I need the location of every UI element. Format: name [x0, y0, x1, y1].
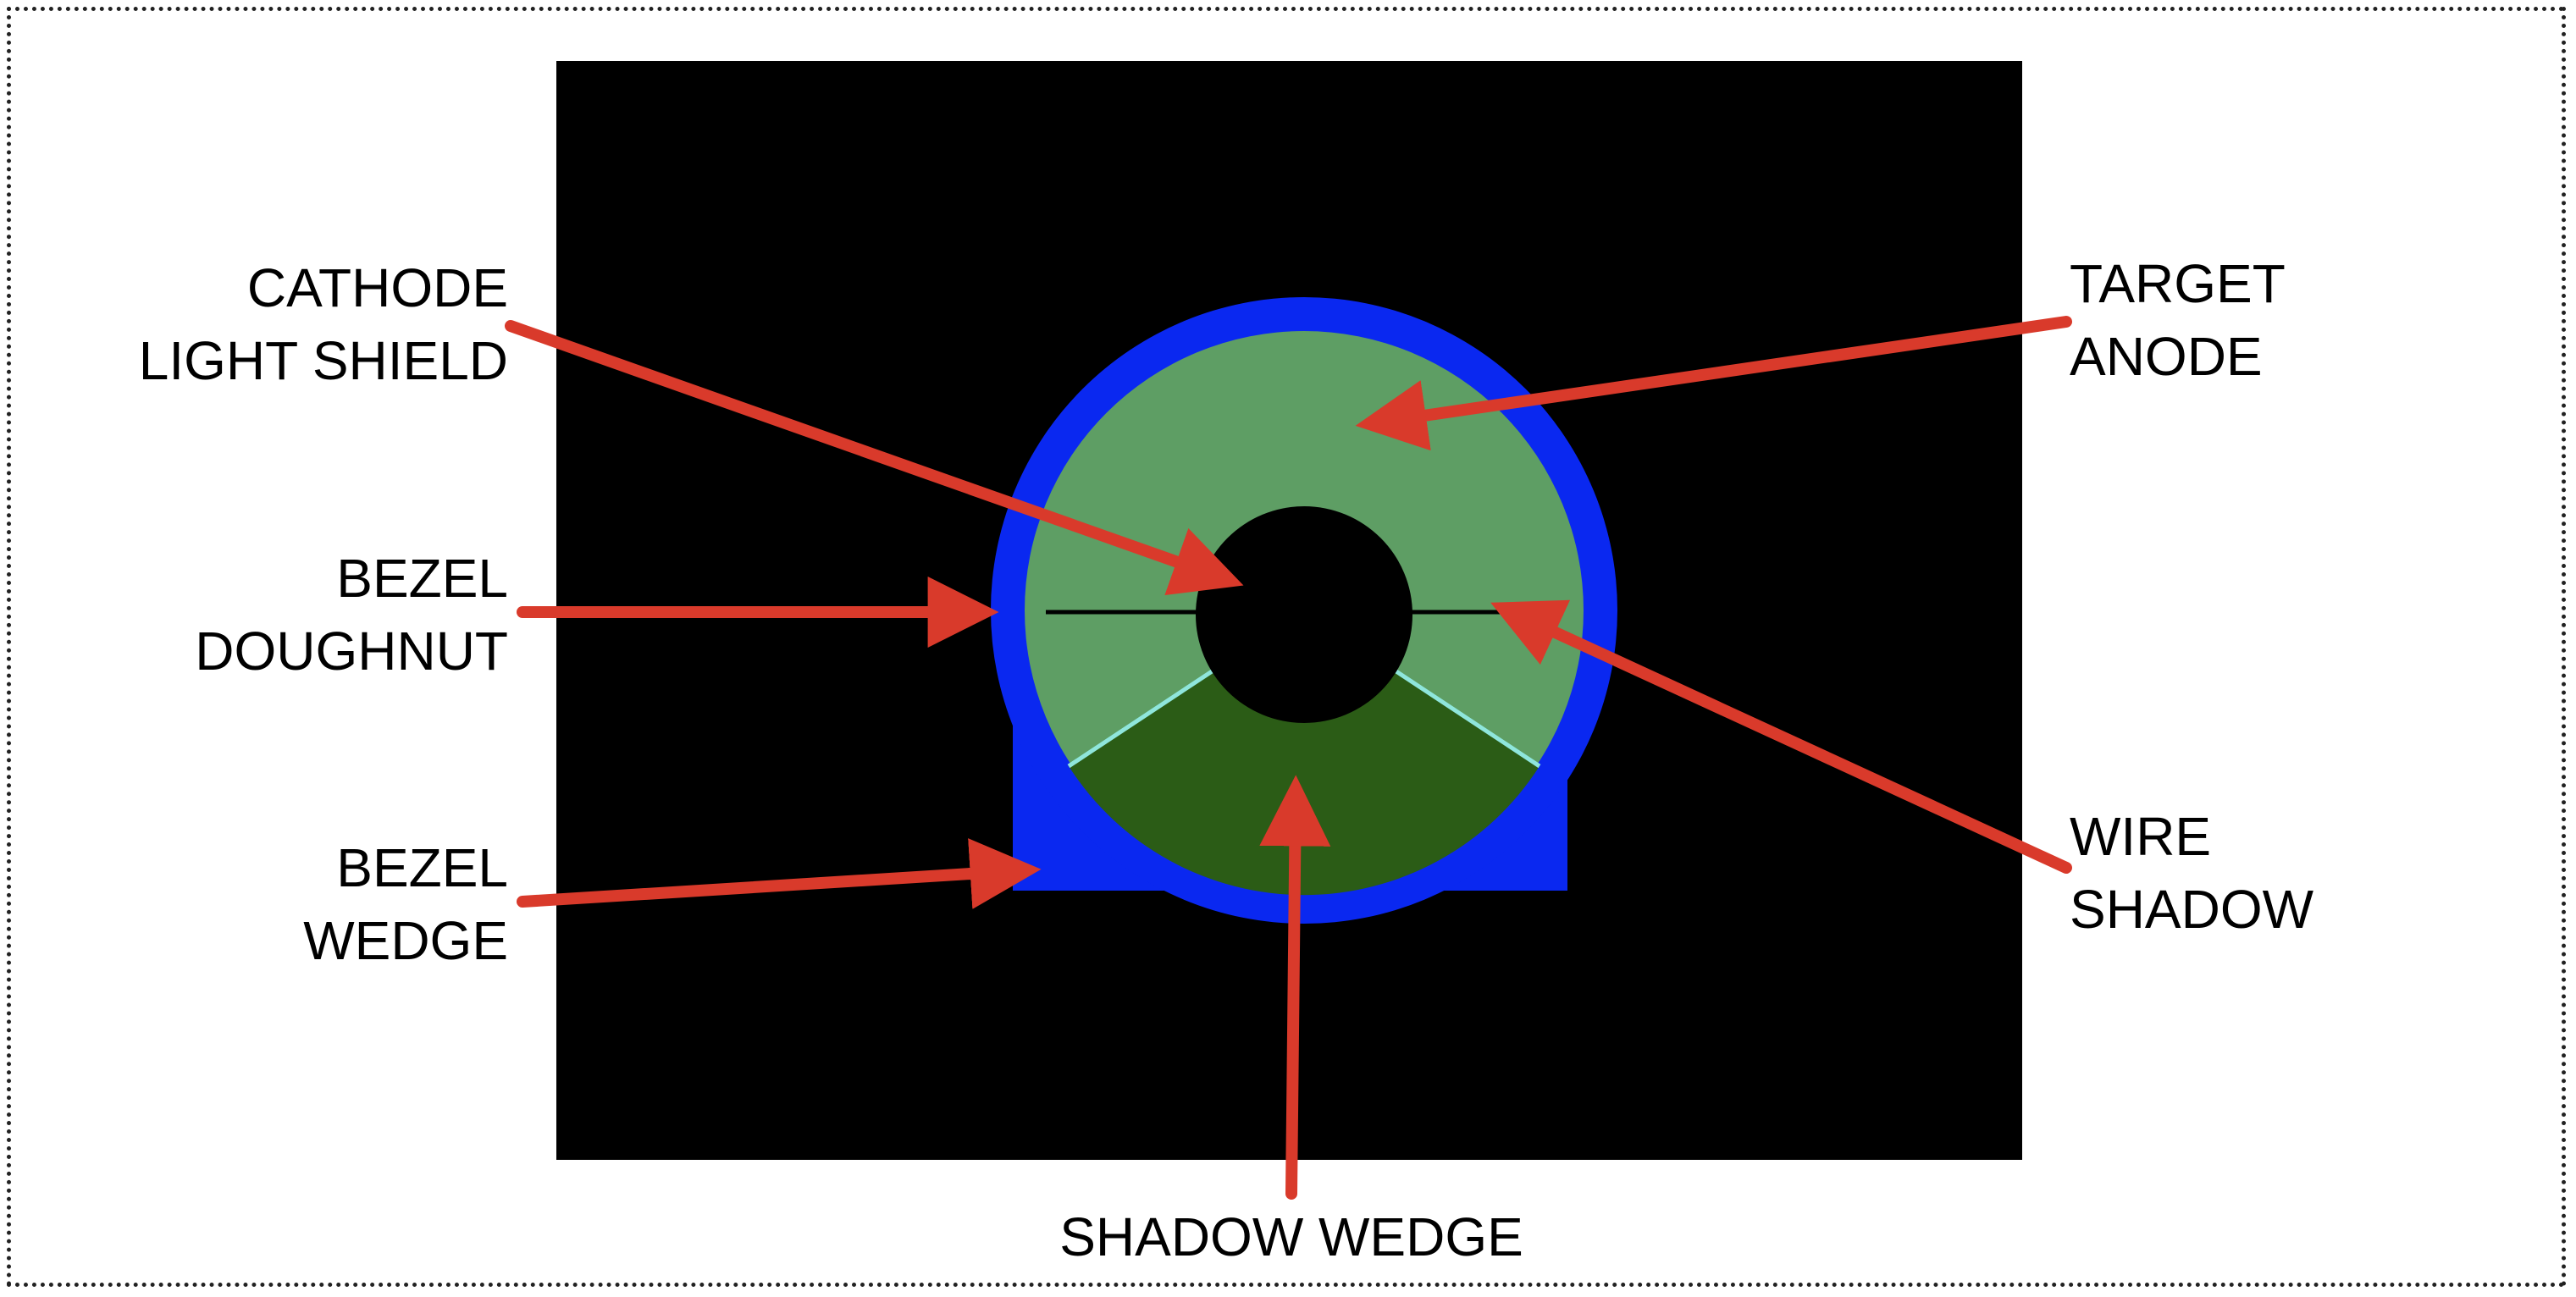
annotation-arrows: [505, 316, 2072, 1200]
arrow-bezel-wedge: [517, 838, 1042, 909]
label-bezel-wedge: BEZEL WEDGE: [303, 831, 508, 977]
label-line: LIGHT SHIELD: [138, 330, 508, 391]
arrow-cathode-light-shield: [505, 320, 1244, 596]
label-line: SHADOW WEDGE: [1059, 1206, 1523, 1267]
label-wire-shadow: WIRE SHADOW: [2070, 800, 2313, 946]
label-line: BEZEL: [336, 837, 508, 898]
label-target-anode: TARGET ANODE: [2070, 247, 2286, 393]
label-line: TARGET: [2070, 253, 2286, 314]
arrow-target-anode: [1355, 316, 2072, 451]
label-cathode-light-shield: CATHODE LIGHT SHIELD: [139, 251, 508, 397]
label-line: BEZEL: [336, 548, 508, 609]
cathode-light-shield-shape: [1196, 506, 1412, 723]
label-line: DOUGHNUT: [195, 621, 508, 682]
label-shadow-wedge: SHADOW WEDGE: [1033, 1200, 1550, 1273]
label-line: CATHODE: [246, 257, 508, 318]
arrow-wire-shadow: [1490, 599, 2072, 874]
label-line: WIRE: [2070, 806, 2212, 867]
arrow-shadow-wedge: [1259, 775, 1331, 1200]
label-line: SHADOW: [2070, 879, 2313, 940]
label-bezel-doughnut: BEZEL DOUGHNUT: [195, 542, 508, 687]
label-line: WEDGE: [303, 910, 508, 971]
label-line: ANODE: [2070, 326, 2263, 387]
shadow-wedge-shape: [1069, 610, 1540, 896]
